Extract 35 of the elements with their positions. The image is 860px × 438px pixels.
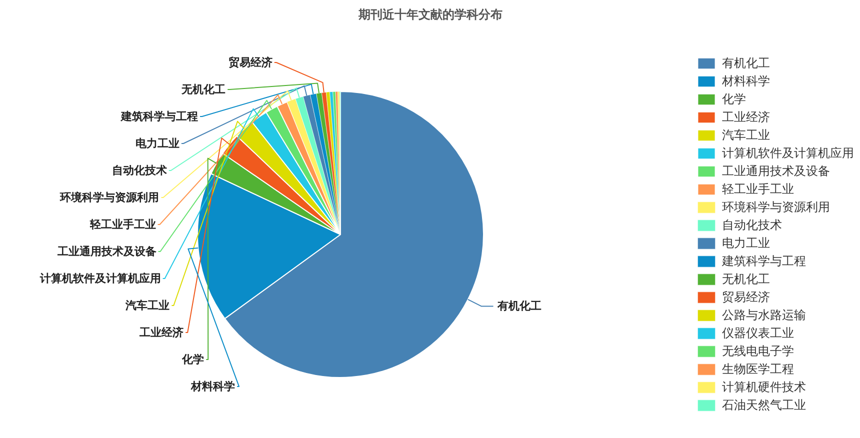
legend-label: 汽车工业 — [722, 126, 770, 144]
legend-label: 工业经济 — [722, 108, 770, 126]
legend-label: 有机化工 — [722, 54, 770, 72]
data-label: 计算机软件及计算机应用 — [38, 272, 161, 285]
data-label: 电力工业 — [135, 137, 180, 150]
data-label: 有机化工 — [496, 300, 542, 313]
legend-label: 贸易经济 — [722, 288, 770, 306]
data-label: 贸易经济 — [228, 56, 272, 69]
chart-title: 期刊近十年文献的学科分布 — [358, 8, 502, 22]
legend-label: 仪器仪表工业 — [722, 324, 794, 342]
data-label: 环境科学与资源利用 — [59, 191, 160, 204]
data-label: 材料科学 — [190, 380, 236, 393]
legend-label: 环境科学与资源利用 — [722, 198, 830, 216]
data-label: 建筑科学与工程 — [120, 110, 198, 123]
data-label: 无机化工 — [180, 83, 226, 96]
legend-label: 电力工业 — [722, 234, 770, 252]
legend-label: 计算机硬件技术 — [722, 378, 806, 396]
legend-label: 石油天然气工业 — [722, 396, 806, 414]
legend-label: 轻工业手工业 — [722, 180, 794, 198]
data-label: 轻工业手工业 — [88, 218, 156, 231]
legend-label: 生物医学工程 — [722, 360, 794, 378]
legend-label: 无机化工 — [722, 270, 770, 288]
data-label: 工业经济 — [138, 326, 184, 339]
legend-label: 计算机软件及计算机应用 — [722, 144, 854, 162]
data-label: 自动化技术 — [112, 164, 167, 177]
data-label: 汽车工业 — [124, 299, 170, 312]
legend-label: 无线电电子学 — [722, 342, 794, 360]
data-label: 工业通用技术及设备 — [56, 245, 156, 258]
legend-label: 公路与水路运输 — [722, 306, 806, 324]
legend-label: 材料科学 — [722, 72, 770, 90]
legend-label: 自动化技术 — [722, 216, 782, 234]
legend-label: 工业通用技术及设备 — [722, 162, 830, 180]
legend-label: 建筑科学与工程 — [722, 252, 806, 270]
legend-label: 化学 — [722, 90, 746, 108]
data-label: 化学 — [181, 353, 204, 366]
